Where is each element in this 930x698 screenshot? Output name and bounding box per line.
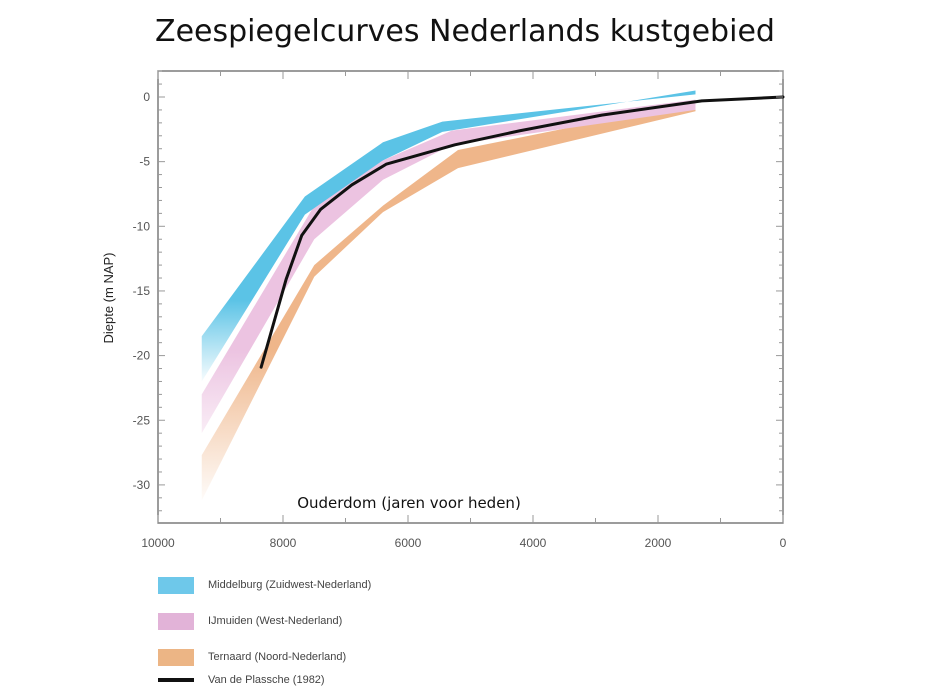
- legend-item-ternaard: Ternaard (Noord-Nederland): [158, 644, 371, 670]
- legend-line-van-de-plassche: [158, 678, 194, 682]
- legend-item-van-de-plassche: Van de Plassche (1982): [158, 672, 371, 688]
- legend-label: Ternaard (Noord-Nederland): [208, 651, 347, 663]
- legend-swatch-middelburg: [158, 576, 194, 594]
- y-axis: 0 -5 -10 -15 -20 -25 -30: [133, 70, 783, 512]
- y-tick-label: -15: [133, 284, 151, 298]
- legend-label: Middelburg (Zuidwest-Nederland): [208, 579, 372, 591]
- x-tick-label: 6000: [395, 536, 422, 550]
- x-tick-label: 8000: [270, 536, 297, 550]
- band-ijmuiden: [201, 99, 696, 434]
- y-tick-label: -5: [139, 155, 150, 169]
- y-tick-label: 0: [143, 90, 150, 104]
- y-tick-label: -30: [133, 478, 151, 492]
- legend-item-middelburg: Middelburg (Zuidwest-Nederland): [158, 572, 371, 598]
- legend-label: IJmuiden (West-Nederland): [208, 615, 343, 627]
- x-tick-label: 10000: [141, 536, 175, 550]
- series-lines: [259, 95, 785, 369]
- y-axis-title: Diepte (m NAP): [101, 252, 116, 343]
- x-tick-label: 2000: [645, 536, 672, 550]
- series-bands: [201, 90, 696, 501]
- y-tick-label: -10: [133, 219, 151, 233]
- legend: Middelburg (Zuidwest-Nederland) IJmuiden…: [158, 572, 371, 698]
- legend-item-ijmuiden: IJmuiden (West-Nederland): [158, 608, 371, 634]
- legend-swatch-ijmuiden: [158, 612, 194, 630]
- x-axis: 10000 8000 6000 4000 2000 0: [141, 71, 787, 550]
- y-tick-label: -20: [133, 349, 151, 363]
- legend-swatch-ternaard: [158, 648, 194, 666]
- x-axis-title: Ouderdom (jaren voor heden): [297, 494, 521, 512]
- line-van-de-plassche: [259, 95, 785, 369]
- y-tick-label: -25: [133, 413, 151, 427]
- chart-title: Zeespiegelcurves Nederlands kustgebied: [155, 14, 775, 49]
- x-tick-label: 4000: [520, 536, 547, 550]
- band-ternaard: [201, 102, 696, 501]
- legend-label: Van de Plassche (1982): [208, 674, 325, 686]
- x-tick-label: 0: [780, 536, 787, 550]
